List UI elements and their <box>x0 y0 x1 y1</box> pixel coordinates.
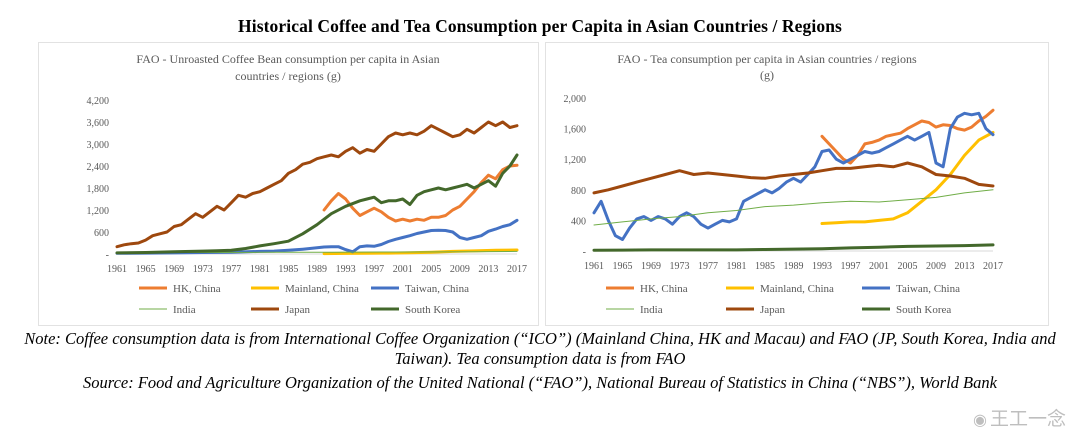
x-tick-label: 2017 <box>983 261 1003 272</box>
y-tick-label: 3,600 <box>87 118 110 129</box>
legend-label-mainland: Mainland, China <box>285 283 359 295</box>
x-tick-label: 1989 <box>307 264 327 275</box>
x-tick-label: 2005 <box>898 261 918 272</box>
series-line-mainland <box>820 130 995 225</box>
series-line-india <box>593 189 994 226</box>
x-tick-label: 1973 <box>193 264 213 275</box>
legend-label-mainland: Mainland, China <box>760 283 834 295</box>
series-line-japan <box>115 120 519 249</box>
series-line-korea <box>592 243 995 252</box>
weibo-icon: ◉ <box>973 410 987 429</box>
x-tick-label: 1997 <box>364 264 384 275</box>
y-tick-label: 400 <box>571 216 586 227</box>
x-tick-label: 1985 <box>755 261 775 272</box>
chart-title-line: (g) <box>760 68 774 82</box>
x-tick-label: 1993 <box>336 264 356 275</box>
coffee-chart-panel: FAO - Unroasted Coffee Bean consumption … <box>38 42 539 326</box>
legend-label-india: India <box>640 304 663 316</box>
main-title: Historical Coffee and Tea Consumption pe… <box>238 16 842 36</box>
x-tick-label: 2013 <box>478 264 498 275</box>
legend-label-india: India <box>173 304 196 316</box>
y-tick-label: 1,200 <box>87 206 110 217</box>
x-tick-label: 1977 <box>698 261 718 272</box>
x-tick-label: 1969 <box>641 261 661 272</box>
x-tick-label: 2001 <box>393 264 413 275</box>
legend-label-korea: South Korea <box>896 304 951 316</box>
series-line-hk <box>322 163 519 223</box>
chart-title-line: FAO - Tea consumption per capita in Asia… <box>617 52 917 66</box>
x-tick-label: 1997 <box>841 261 861 272</box>
y-tick-label: 600 <box>94 228 109 239</box>
x-tick-label: 1977 <box>221 264 241 275</box>
x-tick-label: 2009 <box>926 261 946 272</box>
x-tick-label: 2005 <box>421 264 441 275</box>
series-line-taiwan <box>115 218 519 255</box>
series-line-hk <box>820 108 995 165</box>
y-tick-label: - <box>583 247 586 258</box>
x-tick-label: 1981 <box>250 264 270 275</box>
y-tick-label: 2,000 <box>564 94 587 105</box>
y-tick-label: 1,600 <box>564 125 587 136</box>
legend-label-korea: South Korea <box>405 304 460 316</box>
series-line-japan <box>592 161 995 195</box>
legend-label-japan: Japan <box>760 304 786 316</box>
x-tick-label: 1969 <box>164 264 184 275</box>
y-tick-label: 800 <box>571 186 586 197</box>
x-tick-label: 2009 <box>450 264 470 275</box>
watermark: ◉ 王工一念 <box>973 404 1066 431</box>
source-text: Source: Food and Agriculture Organizatio… <box>83 373 997 392</box>
y-tick-label: 3,000 <box>87 140 110 151</box>
chart-title-line: FAO - Unroasted Coffee Bean consumption … <box>136 52 439 66</box>
coffee-chart: FAO - Unroasted Coffee Bean consumption … <box>87 52 528 316</box>
watermark-text: 王工一念 <box>989 408 1066 430</box>
x-tick-label: 2017 <box>507 264 527 275</box>
legend-label-hk: HK, China <box>640 283 688 295</box>
tea-chart-panel: FAO - Tea consumption per capita in Asia… <box>545 42 1049 326</box>
y-tick-label: 2,400 <box>87 162 110 173</box>
series-line-korea <box>115 153 519 255</box>
x-tick-label: 1989 <box>784 261 804 272</box>
x-tick-label: 1965 <box>136 264 156 275</box>
legend-label-taiwan: Taiwan, China <box>896 283 960 295</box>
x-tick-label: 1961 <box>584 261 604 272</box>
legend-label-japan: Japan <box>285 304 311 316</box>
x-tick-label: 1961 <box>107 264 127 275</box>
x-tick-label: 1973 <box>670 261 690 272</box>
legend-label-taiwan: Taiwan, China <box>405 283 469 295</box>
x-tick-label: 2013 <box>955 261 975 272</box>
x-tick-label: 1993 <box>812 261 832 272</box>
y-tick-label: 4,200 <box>87 96 110 107</box>
legend-label-hk: HK, China <box>173 283 221 295</box>
y-tick-label: - <box>106 250 109 261</box>
y-tick-label: 1,200 <box>564 155 587 166</box>
y-tick-label: 1,800 <box>87 184 110 195</box>
chart-title-line: countries / regions (g) <box>235 69 341 83</box>
note-text: Note: Coffee consumption data is from In… <box>24 329 1056 368</box>
x-tick-label: 1985 <box>278 264 298 275</box>
tea-chart: FAO - Tea consumption per capita in Asia… <box>564 52 1004 316</box>
x-tick-label: 1965 <box>613 261 633 272</box>
series-line-taiwan <box>592 111 995 241</box>
x-tick-label: 2001 <box>869 261 889 272</box>
series-line-mainland <box>322 248 519 256</box>
x-tick-label: 1981 <box>727 261 747 272</box>
